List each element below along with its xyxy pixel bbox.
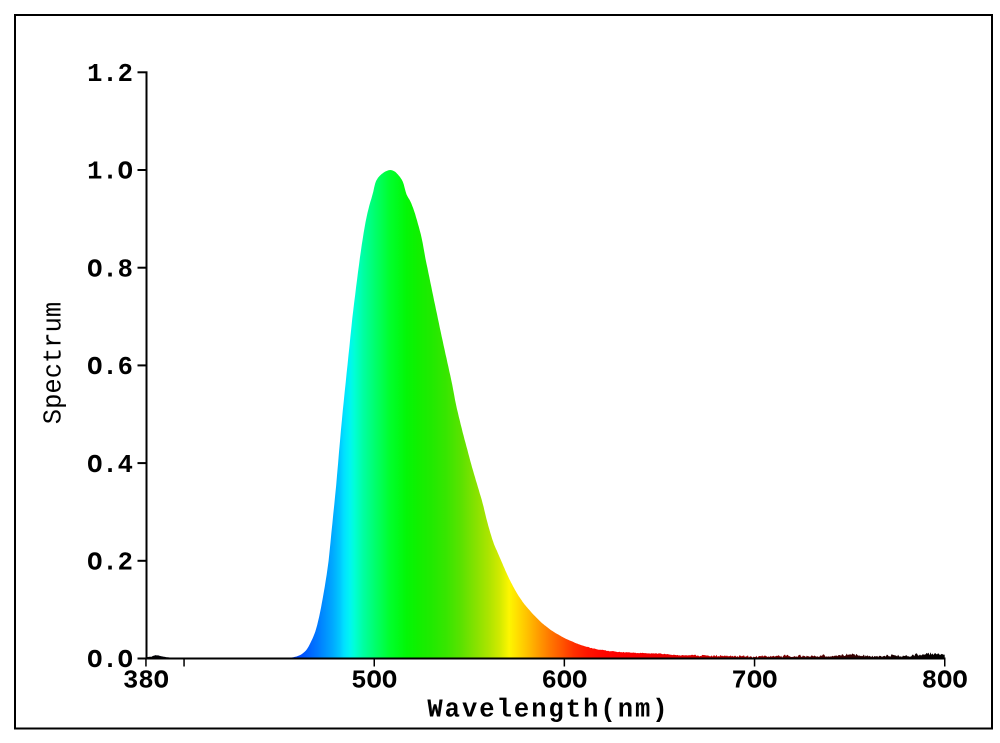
svg-text:O.6: O.6	[87, 353, 133, 382]
svg-text:38O: 38O	[123, 667, 169, 696]
svg-text:1.2: 1.2	[87, 60, 133, 89]
svg-text:O.8: O.8	[87, 255, 133, 284]
svg-text:O.2: O.2	[87, 549, 133, 578]
svg-text:Spectrum: Spectrum	[40, 302, 69, 424]
svg-text:O.4: O.4	[87, 451, 133, 480]
svg-text:8OO: 8OO	[922, 667, 968, 696]
svg-text:Wavelength(nm): Wavelength(nm)	[427, 696, 669, 725]
svg-text:6OO: 6OO	[541, 667, 587, 696]
svg-text:O.O: O.O	[87, 646, 133, 675]
svg-text:1.O: 1.O	[87, 158, 133, 187]
svg-text:5OO: 5OO	[351, 667, 397, 696]
svg-text:7OO: 7OO	[732, 667, 778, 696]
